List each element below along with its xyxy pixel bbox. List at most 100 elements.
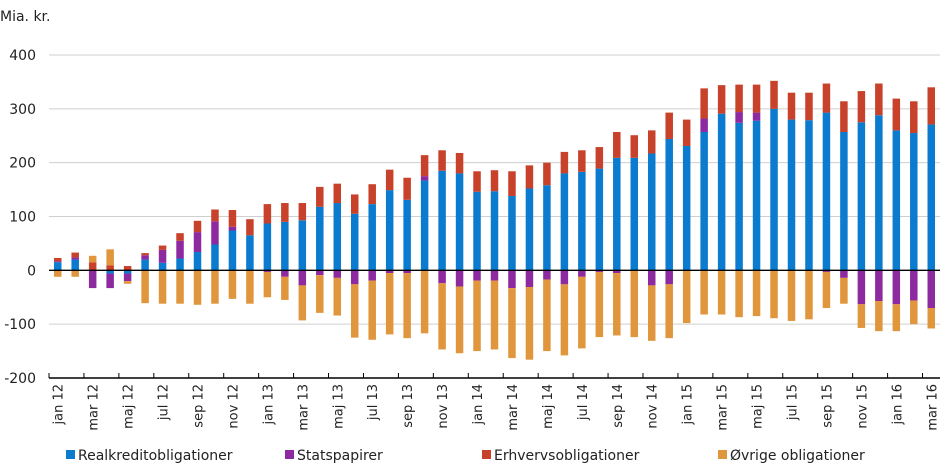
bar-segment--vrige-obligationer <box>875 301 883 332</box>
bar-stack <box>490 170 499 350</box>
bar-segment-erhvervsobligationer <box>123 266 132 271</box>
bar-segment--vrige-obligationer <box>228 270 237 299</box>
bar-segment--vrige-obligationer <box>735 270 743 318</box>
bar-stack <box>910 101 918 325</box>
bar-stack <box>420 155 429 334</box>
x-tick-label: nov 15 <box>855 384 870 429</box>
x-tick-label: maj 15 <box>751 384 766 429</box>
x-tick-label: nov 14 <box>646 384 661 429</box>
bar-stack <box>281 203 289 300</box>
bar-segment-statspapirer <box>438 270 446 284</box>
x-tick-label: sep 15 <box>820 384 835 428</box>
bar-segment-realkreditobligationer <box>770 108 778 271</box>
bar-stack <box>246 219 254 304</box>
bar-segment--vrige-obligationer <box>700 270 708 315</box>
bar-stack <box>350 194 359 338</box>
y-axis-unit-label: Mia. kr. <box>0 9 50 25</box>
bar-segment-erhvervsobligationer <box>246 219 254 236</box>
bar-segment-erhvervsobligationer <box>735 84 743 113</box>
bar-segment--vrige-obligationer <box>822 271 831 309</box>
bar-segment-statspapirer <box>53 261 62 263</box>
bar-segment-erhvervsobligationer <box>350 194 359 214</box>
legend-swatch <box>66 450 75 459</box>
x-tick-label: sep 13 <box>401 384 416 428</box>
axes <box>48 269 940 379</box>
bar-segment-realkreditobligationer <box>368 204 376 271</box>
bar-segment-realkreditobligationer <box>193 252 202 271</box>
bar-segment-realkreditobligationer <box>385 190 394 271</box>
bar-stack <box>613 131 621 336</box>
bar-segment-statspapirer <box>543 270 551 280</box>
x-tick-label: nov 13 <box>436 384 451 429</box>
bar-segment--vrige-obligationer <box>368 280 376 340</box>
bar-segment-realkreditobligationer <box>316 206 324 271</box>
bar-segment-erhvervsobligationer <box>281 203 289 222</box>
bar-segment--vrige-obligationer <box>53 270 62 277</box>
bar-segment-statspapirer <box>560 270 569 285</box>
bar-segment-erhvervsobligationer <box>525 165 534 189</box>
x-tick-label: sep 14 <box>611 384 626 428</box>
x-tick-label: mar 16 <box>925 384 940 431</box>
bar-segment-realkreditobligationer <box>613 157 621 271</box>
bar-segment-statspapirer <box>647 270 656 286</box>
bar-segment-erhvervsobligationer <box>176 233 184 241</box>
bar-stack <box>525 165 534 360</box>
x-tick-label: mar 14 <box>506 384 521 431</box>
bar-stack <box>53 257 62 277</box>
bar-segment-erhvervsobligationer <box>141 253 149 256</box>
bar-segment-erhvervsobligationer <box>875 83 883 116</box>
bar-segment-realkreditobligationer <box>106 270 114 274</box>
bar-segment-erhvervsobligationer <box>298 203 307 221</box>
bar-stack <box>123 266 132 284</box>
bar-segment-erhvervsobligationer <box>473 171 481 192</box>
bar-segment-statspapirer <box>892 270 901 305</box>
bar-segment-erhvervsobligationer <box>403 177 411 200</box>
bar-segment-realkreditobligationer <box>508 196 516 271</box>
bar-segment-statspapirer <box>525 270 534 288</box>
bar-segment-statspapirer <box>123 273 132 282</box>
bar-segment-erhvervsobligationer <box>857 91 866 123</box>
y-tick-label: 300 <box>9 102 36 118</box>
bar-segment-realkreditobligationer <box>298 220 307 271</box>
bar-segment-statspapirer <box>455 270 464 287</box>
x-tick-label: mar 15 <box>716 384 731 431</box>
bar-segment--vrige-obligationer <box>665 284 673 339</box>
bar-segment-erhvervsobligationer <box>385 169 394 191</box>
bar-segment-statspapirer <box>141 255 149 260</box>
bar-segment-realkreditobligationer <box>473 191 481 271</box>
bar-segment--vrige-obligationer <box>770 270 778 319</box>
bar-stack <box>892 98 901 332</box>
bar-stack <box>455 152 464 354</box>
bar-segment--vrige-obligationer <box>578 276 586 349</box>
bar-segment-erhvervsobligationer <box>438 150 446 171</box>
bar-segment-statspapirer <box>193 232 202 253</box>
bar-segment-realkreditobligationer <box>578 171 586 271</box>
bar-segment-realkreditobligationer <box>281 221 289 271</box>
bar-stack <box>700 88 708 315</box>
bar-segment-realkreditobligationer <box>455 173 464 271</box>
bar-stack <box>822 83 831 309</box>
x-tick-label: jan 14 <box>471 384 486 426</box>
bar-segment-erhvervsobligationer <box>455 152 464 174</box>
bar-segment-erhvervsobligationer <box>88 262 97 271</box>
bar-segment-realkreditobligationer <box>665 138 673 271</box>
bar-segment--vrige-obligationer <box>123 281 132 284</box>
bar-segment--vrige-obligationer <box>630 270 639 338</box>
bar-stack <box>508 171 516 359</box>
bar-segment-statspapirer <box>420 176 429 181</box>
bar-segment--vrige-obligationer <box>246 270 254 304</box>
legend-swatch <box>718 450 727 459</box>
bar-segment-realkreditobligationer <box>263 223 272 271</box>
bar-segment-statspapirer <box>298 270 307 286</box>
bar-segment-statspapirer <box>578 270 586 277</box>
bar-segment-realkreditobligationer <box>717 113 726 271</box>
bar-segment-realkreditobligationer <box>158 262 167 271</box>
legend-item: Realkreditobligationer <box>66 448 233 464</box>
bar-segment-statspapirer <box>735 112 743 123</box>
bar-segment--vrige-obligationer <box>490 280 499 350</box>
legend-item: Erhvervsobligationer <box>482 448 640 464</box>
bar-segment-statspapirer <box>176 240 184 259</box>
legend-label: Erhvervsobligationer <box>494 448 640 464</box>
bar-segment-realkreditobligationer <box>840 131 848 271</box>
bar-segment-erhvervsobligationer <box>158 245 167 250</box>
